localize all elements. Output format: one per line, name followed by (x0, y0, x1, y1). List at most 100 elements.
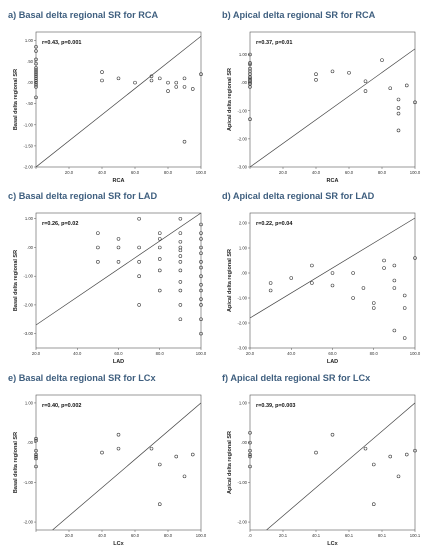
x-tick-label: 80.0 (378, 170, 387, 175)
y-tick-label: -2.00 (23, 302, 33, 307)
x-tick-label: 40.0 (312, 170, 321, 175)
data-point (34, 456, 38, 461)
data-point (199, 260, 203, 264)
data-point (199, 72, 203, 76)
data-point (388, 86, 393, 91)
y-tick-label: -1.00 (23, 122, 33, 127)
x-tick-label: 20.0 (65, 533, 74, 538)
chart-title: e) Basal delta regional SR for LCx (8, 373, 156, 383)
data-point (396, 97, 401, 102)
reference-line (250, 48, 415, 167)
x-tick-label: 40.0 (73, 351, 82, 356)
data-point (310, 263, 314, 268)
reference-line (36, 35, 201, 167)
y-axis-label: Apical delta regional SR (227, 249, 233, 312)
x-tick-label: 80.0 (370, 351, 379, 356)
data-point (289, 276, 294, 280)
data-point (363, 79, 368, 83)
x-tick-label: 60.0 (345, 170, 354, 175)
data-point (371, 301, 376, 305)
y-tick-label: .00 (27, 80, 33, 85)
data-point (396, 128, 401, 133)
data-point (199, 274, 203, 278)
y-tick-label: -2.00 (237, 321, 247, 326)
y-tick-label: -1.00 (23, 274, 33, 279)
data-point (392, 286, 397, 290)
correlation-annotation: r=0.40, p=0.002 (42, 403, 81, 409)
data-point (190, 452, 195, 457)
data-point (199, 331, 203, 336)
y-tick-label: .00 (241, 80, 247, 85)
data-point (330, 271, 335, 275)
x-tick-label: 60.0 (131, 533, 140, 538)
x-tick-label: 100.1 (410, 533, 421, 538)
data-point (178, 239, 183, 244)
data-point (182, 474, 187, 479)
data-point (96, 231, 100, 235)
reference-line (250, 217, 415, 319)
data-point (182, 85, 187, 89)
data-point (34, 452, 38, 457)
data-point (100, 70, 104, 74)
y-tick-label: -1.00 (23, 480, 33, 485)
data-point (248, 85, 252, 89)
scatter-plot: 20.0 40.0 60.0 80.0 100.0 -2.00 -1.50 -1.00 -.50… (13, 31, 207, 184)
data-point (178, 254, 183, 258)
correlation-annotation: r=0.22, p=0.04 (256, 221, 293, 227)
y-tick-label: -1.00 (237, 108, 247, 113)
data-point (100, 78, 104, 83)
y-tick-label: -3.00 (237, 346, 247, 351)
y-axis-label: Apical delta regional SR (227, 68, 233, 131)
data-point (199, 251, 203, 255)
data-point (404, 452, 409, 457)
data-point (157, 462, 162, 467)
x-tick-label: 20.0 (32, 351, 41, 356)
data-point (178, 288, 183, 293)
data-point (137, 260, 141, 264)
plot-area (249, 212, 416, 349)
data-point (382, 266, 386, 270)
y-tick-label: .00 (27, 440, 33, 445)
data-point (34, 438, 38, 443)
data-point (248, 448, 252, 453)
y-tick-label: -1.50 (23, 143, 33, 148)
correlation-annotation: r=0.37, p=0.01 (256, 40, 292, 46)
scatter-plot: 20.0 40.0 60.0 80.0 100.0 -2.00 -1.00 .00 1.00 LC… (13, 394, 207, 547)
data-point (199, 303, 203, 307)
data-point (182, 139, 187, 144)
chart-title: b) Apical delta regional SR for RCA (222, 10, 376, 20)
data-point (182, 76, 187, 81)
data-point (116, 237, 121, 241)
x-tick-label: 80.0 (156, 351, 165, 356)
data-point (199, 231, 203, 235)
x-axis-label: LAD (327, 359, 338, 365)
data-point (137, 216, 141, 221)
data-point (34, 436, 38, 441)
x-tick-label: 100.0 (410, 351, 421, 356)
x-tick-label: .0 (248, 533, 252, 538)
reference-line (266, 402, 415, 530)
data-point (351, 271, 355, 275)
data-point (34, 72, 38, 76)
correlation-annotation: r=0.26, p=0.02 (42, 221, 78, 227)
data-point (392, 263, 397, 268)
data-point (157, 237, 162, 241)
scatter-plot: 20.0 40.0 60.0 80.0 100.0 -3.00 -2.00 -1.00 .00 1… (227, 212, 421, 365)
y-tick-label: -1.00 (237, 296, 247, 301)
data-point (363, 89, 368, 93)
y-tick-label: 1.00 (25, 400, 34, 405)
y-tick-label: -2.00 (23, 520, 33, 525)
data-point (34, 44, 38, 49)
data-point (371, 502, 376, 506)
data-point (174, 80, 179, 85)
reference-line (52, 402, 201, 530)
data-point (178, 231, 183, 235)
y-tick-label: -3.00 (237, 165, 247, 170)
data-point (199, 283, 203, 287)
plot-area (249, 394, 416, 531)
data-point (380, 58, 384, 62)
data-point (248, 440, 252, 445)
data-point (34, 57, 38, 62)
y-tick-label: .50 (27, 59, 33, 64)
data-point (248, 430, 252, 435)
